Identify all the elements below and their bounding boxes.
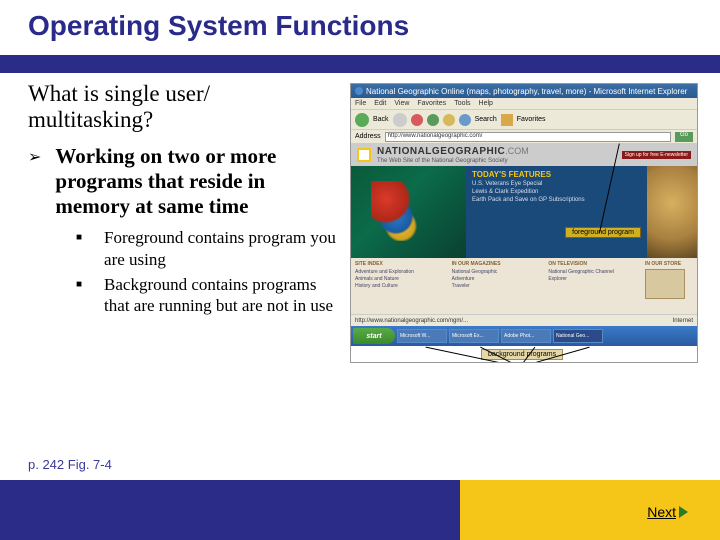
feature-line[interactable]: Earth Pack and Save on GP Subscriptions	[472, 197, 641, 203]
feature-text-panel: TODAY'S FEATURES U.S. Veterans Eye Speci…	[466, 166, 647, 258]
triangle-bullet-icon: ➢	[28, 147, 41, 220]
go-button[interactable]: Go	[675, 132, 693, 142]
image-column: National Geographic Online (maps, photog…	[350, 73, 710, 363]
address-input[interactable]: http://www.nationalgeographic.com/	[385, 132, 671, 142]
ng-feature-row: TODAY'S FEATURES U.S. Veterans Eye Speci…	[351, 166, 697, 258]
magazines-col: IN OUR MAGAZINES National Geographic Adv…	[452, 261, 545, 311]
leopard-image	[647, 166, 697, 258]
ng-brand-block: NATIONALGEOGRAPHIC.COM The Web Site of t…	[377, 146, 529, 164]
signup-banner[interactable]: Sign up for free E-newsletter	[622, 151, 691, 159]
back-label: Back	[373, 116, 389, 123]
slide-title: Operating System Functions	[28, 10, 720, 42]
col-link[interactable]: Adventure	[452, 276, 545, 282]
col-link[interactable]: Explorer	[548, 276, 641, 282]
bottom-bar: Next	[0, 480, 720, 540]
sub-bullet-text: Background contains programs that are ru…	[104, 274, 340, 317]
sub-bullet-text: Foreground contains program you are usin…	[104, 227, 340, 270]
col-header: IN OUR MAGAZINES	[452, 261, 545, 267]
content-row: What is single user/ multitasking? ➢ Wor…	[0, 73, 720, 363]
col-header: IN OUR STORE	[645, 261, 693, 267]
parrot-image	[351, 166, 466, 258]
search-icon[interactable]	[459, 114, 471, 126]
menu-item[interactable]: File	[355, 100, 366, 107]
status-url: http://www.nationalgeographic.com/ngm/..…	[355, 318, 468, 324]
search-label: Search	[475, 116, 497, 123]
feature-line[interactable]: U.S. Veterans Eye Special	[472, 181, 641, 187]
main-bullet: ➢ Working on two or more programs that r…	[28, 144, 340, 220]
status-bar: http://www.nationalgeographic.com/ngm/..…	[351, 314, 697, 326]
square-bullet-icon: ■	[76, 279, 82, 317]
title-region: Operating System Functions	[0, 0, 720, 55]
subheading: What is single user/ multitasking?	[28, 81, 340, 134]
bottom-blue-block	[0, 480, 460, 540]
start-button[interactable]: start	[353, 328, 395, 344]
home-button[interactable]	[443, 114, 455, 126]
sub-bullet: ■ Background contains programs that are …	[76, 274, 340, 317]
taskbar-item[interactable]: Microsoft W...	[397, 329, 447, 343]
ng-brand-text: NATIONALGEOGRAPHIC	[377, 146, 505, 157]
next-label: Next	[647, 504, 676, 520]
store-image[interactable]	[645, 269, 685, 299]
col-link[interactable]: National Geographic	[452, 269, 545, 275]
col-link[interactable]: Traveler	[452, 283, 545, 289]
menu-item[interactable]: Favorites	[417, 100, 446, 107]
taskbar-item[interactable]: National Geo...	[553, 329, 603, 343]
back-button[interactable]	[355, 113, 369, 127]
address-label: Address	[355, 133, 381, 140]
ng-header: NATIONALGEOGRAPHIC.COM The Web Site of t…	[351, 144, 697, 166]
feature-line[interactable]: Lewis & Clark Expedition	[472, 189, 641, 195]
bottom-yellow-block: Next	[460, 480, 720, 540]
ng-brand: NATIONALGEOGRAPHIC.COM	[377, 146, 529, 157]
browser-toolbar: Back Search Favorites	[351, 110, 697, 130]
refresh-button[interactable]	[427, 114, 439, 126]
foreground-callout: foreground program	[565, 227, 641, 238]
stop-button[interactable]	[411, 114, 423, 126]
menu-item[interactable]: View	[394, 100, 409, 107]
forward-button[interactable]	[393, 113, 407, 127]
browser-titlebar: National Geographic Online (maps, photog…	[351, 84, 697, 98]
favorites-icon[interactable]	[501, 114, 513, 126]
col-header: ON TELEVISION	[548, 261, 641, 267]
taskbar-item[interactable]: Adobe Phot...	[501, 329, 551, 343]
site-index-col: SITE INDEX Adventure and Exploration Ani…	[355, 261, 448, 311]
col-link[interactable]: History and Culture	[355, 283, 448, 289]
ng-logo-icon	[357, 148, 371, 162]
menu-item[interactable]: Help	[479, 100, 493, 107]
main-bullet-text: Working on two or more programs that res…	[55, 144, 340, 220]
today-features-heading: TODAY'S FEATURES	[472, 170, 641, 179]
sub-bullet: ■ Foreground contains program you are us…	[76, 227, 340, 270]
ng-tagline: The Web Site of the National Geographic …	[377, 158, 529, 164]
parrot-shape	[371, 181, 421, 241]
menu-item[interactable]: Tools	[454, 100, 470, 107]
sub-bullet-list: ■ Foreground contains program you are us…	[28, 227, 340, 316]
address-bar: Address http://www.nationalgeographic.co…	[351, 130, 697, 144]
browser-menubar: File Edit View Favorites Tools Help	[351, 98, 697, 110]
page-reference: p. 242 Fig. 7-4	[28, 457, 112, 472]
taskbar: start Microsoft W... Microsoft Ex... Ado…	[351, 326, 697, 346]
store-col: IN OUR STORE	[645, 261, 693, 311]
col-header: SITE INDEX	[355, 261, 448, 267]
favorites-label: Favorites	[517, 116, 546, 123]
ng-suffix: .COM	[505, 146, 529, 156]
browser-title-text: National Geographic Online (maps, photog…	[366, 87, 687, 96]
browser-screenshot: National Geographic Online (maps, photog…	[350, 83, 698, 363]
background-callout: background programs	[481, 349, 563, 360]
title-underline-bar	[0, 55, 720, 73]
menu-item[interactable]: Edit	[374, 100, 386, 107]
next-link[interactable]: Next	[647, 504, 688, 520]
col-link[interactable]: Adventure and Exploration	[355, 269, 448, 275]
next-arrow-icon	[679, 506, 688, 518]
col-link[interactable]: Animals and Nature	[355, 276, 448, 282]
tv-col: ON TELEVISION National Geographic Channe…	[548, 261, 641, 311]
text-column: What is single user/ multitasking? ➢ Wor…	[0, 73, 350, 363]
taskbar-item[interactable]: Microsoft Ex...	[449, 329, 499, 343]
status-zone: Internet	[673, 318, 693, 324]
ng-columns: SITE INDEX Adventure and Exploration Ani…	[351, 258, 697, 314]
globe-icon	[355, 87, 363, 95]
square-bullet-icon: ■	[76, 232, 82, 270]
col-link[interactable]: National Geographic Channel	[548, 269, 641, 275]
